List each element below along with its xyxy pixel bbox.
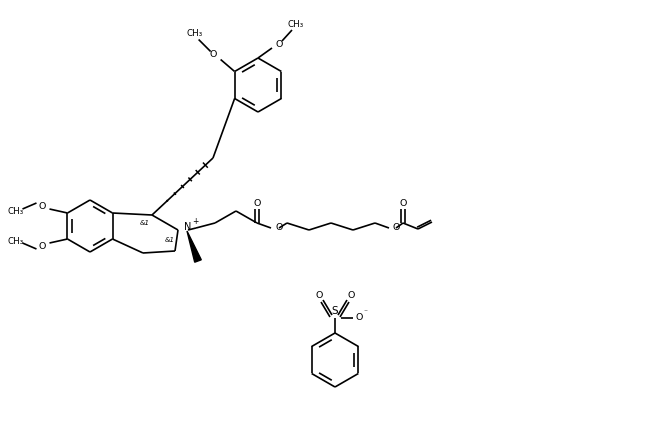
Text: &1: &1 (140, 220, 150, 226)
Text: S: S (332, 306, 338, 316)
Text: N: N (184, 222, 192, 232)
Polygon shape (187, 231, 202, 262)
Text: CH₃: CH₃ (7, 206, 24, 215)
Text: O: O (276, 222, 283, 231)
Text: O: O (399, 198, 407, 208)
Text: O: O (39, 201, 46, 211)
Text: CH₃: CH₃ (7, 236, 24, 245)
Text: O: O (315, 291, 323, 300)
Text: O: O (39, 242, 46, 250)
Text: O: O (355, 313, 363, 321)
Text: &1: &1 (165, 237, 175, 243)
Text: +: + (192, 217, 198, 225)
Text: CH₃: CH₃ (288, 19, 304, 28)
Text: CH₃: CH₃ (187, 29, 203, 38)
Text: ⁻: ⁻ (363, 308, 367, 316)
Text: O: O (253, 198, 261, 208)
Text: O: O (276, 39, 283, 49)
Text: O: O (392, 222, 400, 231)
Text: O: O (210, 50, 217, 59)
Text: O: O (347, 291, 355, 300)
